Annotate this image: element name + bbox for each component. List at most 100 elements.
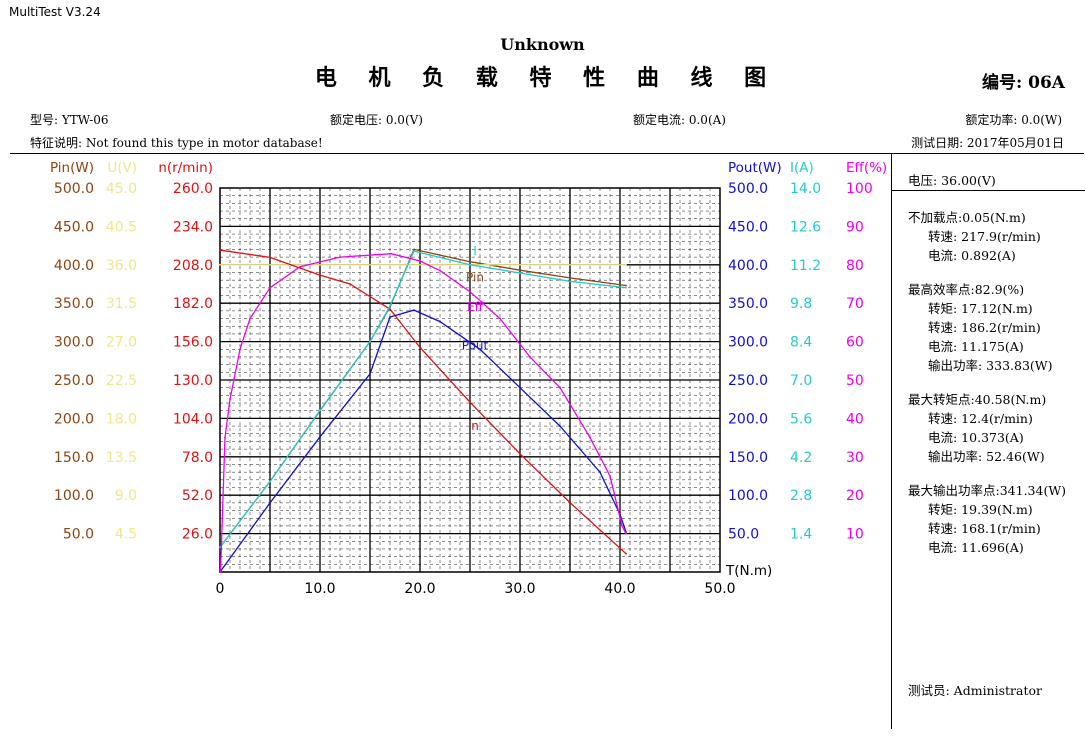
data-point-Eff: [589, 436, 591, 439]
tick-label-U: 27.0: [106, 335, 137, 351]
data-point-Pout: [269, 501, 271, 504]
data-point-n: [349, 283, 351, 285]
data-point-I: [413, 250, 415, 252]
tick-label-Pin: 250.0: [54, 373, 94, 389]
tick-label-I: 14.0: [790, 181, 821, 197]
data-point-Eff: [269, 286, 271, 289]
chart-subtitle: Unknown: [500, 35, 585, 54]
tick-label-U: 36.0: [106, 258, 137, 274]
tick-label-I: 2.8: [790, 488, 812, 504]
data-point-Pout: [439, 320, 441, 323]
curve-label-n: n: [471, 419, 479, 433]
data-point-I: [569, 280, 571, 283]
data-point-Eff: [249, 317, 251, 320]
curve-label-I: I: [473, 244, 477, 258]
tick-label-n: 26.0: [182, 527, 213, 543]
tick-label-U: 31.5: [106, 296, 137, 312]
data-point-Eff: [239, 348, 241, 351]
side-panel-results: 不加载点:0.05(N.m) 转速: 217.9(r/min) 电流: 0.89…: [908, 208, 1066, 572]
tick-label-I: 4.2: [790, 450, 812, 466]
max-eff-group: 最高效率点:82.9(%) 转矩: 17.12(N.m) 转速: 186.2(r…: [908, 280, 1066, 375]
app-title: MultiTest V3.24: [9, 5, 101, 19]
x-axis-label: T(N.m): [725, 563, 772, 579]
data-point-Eff: [419, 260, 421, 262]
tick-label-Pin: 50.0: [63, 527, 94, 543]
tick-label-Pin: 450.0: [54, 219, 94, 235]
data-point-n: [469, 401, 471, 404]
data-point-Eff: [339, 256, 341, 259]
tick-label-Eff: 30: [846, 450, 864, 466]
curve-label-Pin: Pin: [466, 271, 484, 285]
data-point-Eff: [224, 436, 226, 439]
data-point-n: [389, 308, 391, 311]
tick-label-I: 12.6: [790, 219, 821, 235]
tick-label-n: 208.0: [173, 258, 213, 274]
data-point-U: [219, 263, 221, 266]
data-point-n: [319, 274, 321, 277]
data-point-I: [625, 286, 627, 289]
max-power-current: 电流: 11.696(A): [928, 540, 1024, 555]
tick-label-Pout: 400.0: [728, 258, 768, 274]
data-point-n: [419, 346, 421, 349]
data-point-Eff: [469, 290, 471, 293]
data-point-Pin: [519, 269, 521, 272]
data-point-Pout: [519, 386, 521, 389]
tick-label-I: 1.4: [790, 527, 812, 543]
max-torque-title: 最大转矩点:40.58(N.m): [908, 392, 1047, 407]
no-load-speed: 转速: 217.9(r/min): [928, 229, 1041, 244]
tick-label-U: 40.5: [106, 219, 137, 235]
tick-label-n: 260.0: [173, 181, 213, 197]
serial-number: 编号: 06A: [981, 73, 1065, 93]
tick-label-n: 52.0: [182, 488, 213, 504]
tick-label-U: 22.5: [106, 373, 137, 389]
tick-label-Pout: 350.0: [728, 296, 768, 312]
curve-label-Eff: Eff: [467, 300, 484, 314]
no-load-current: 电流: 0.892(A): [928, 248, 1016, 263]
tick-label-Eff: 40: [846, 411, 864, 427]
max-eff-speed: 转速: 186.2(r/min): [928, 320, 1041, 335]
tick-label-I: 5.6: [790, 411, 812, 427]
max-eff-power: 输出功率: 333.83(W): [928, 358, 1053, 373]
series-line-I: [219, 250, 627, 548]
axis-header-I: I(A): [790, 160, 814, 176]
page-title: 电 机 负 载 特 性 曲 线 图: [314, 65, 779, 91]
tick-label-Pout: 100.0: [728, 488, 768, 504]
rated-current: 额定电流: 0.0(A): [633, 113, 726, 127]
data-point-Pin: [569, 276, 571, 279]
data-point-n: [269, 256, 271, 259]
test-date: 测试日期: 2017年05月01日: [911, 136, 1064, 150]
tick-label-Pin: 350.0: [54, 296, 94, 312]
tick-label-Pout: 300.0: [728, 335, 768, 351]
max-torque-speed: 转速: 12.4(r/min): [928, 411, 1033, 426]
tick-label-Pout: 50.0: [728, 527, 759, 543]
data-point-I: [319, 409, 321, 412]
max-power-speed: 转速: 168.1(r/min): [928, 521, 1041, 536]
max-eff-current: 电流: 11.175(A): [928, 339, 1024, 354]
x-tick-label: 10.0: [304, 581, 335, 597]
data-point-Eff: [219, 571, 222, 573]
tick-label-Pin: 100.0: [54, 488, 94, 504]
tick-label-Pin: 150.0: [54, 450, 94, 466]
max-power-torque: 转矩: 19.39(N.m): [928, 502, 1033, 517]
data-point-Eff: [439, 269, 441, 272]
tick-label-Pout: 150.0: [728, 450, 768, 466]
tick-label-U: 18.0: [106, 411, 137, 427]
data-point-I: [519, 272, 521, 274]
tick-label-I: 8.4: [790, 335, 812, 351]
data-point-Pout: [413, 309, 415, 312]
tick-label-Eff: 20: [846, 488, 864, 504]
data-point-Eff: [559, 386, 561, 389]
data-point-Eff: [390, 252, 393, 255]
data-point-Pin: [625, 284, 627, 287]
tick-label-n: 78.0: [182, 450, 213, 466]
x-tick-label: 30.0: [504, 581, 535, 597]
tick-label-Eff: 100: [846, 181, 873, 197]
max-eff-title: 最高效率点:82.9(%): [908, 282, 1025, 297]
no-load-group: 不加载点:0.05(N.m) 转速: 217.9(r/min) 电流: 0.89…: [908, 208, 1066, 265]
x-tick-label: 40.0: [604, 581, 635, 597]
data-point-Pout: [319, 435, 321, 438]
tick-label-I: 9.8: [790, 296, 812, 312]
tick-label-I: 11.2: [790, 258, 821, 274]
max-power-title: 最大输出功率点:341.34(W): [908, 483, 1067, 498]
tick-label-n: 104.0: [173, 411, 213, 427]
